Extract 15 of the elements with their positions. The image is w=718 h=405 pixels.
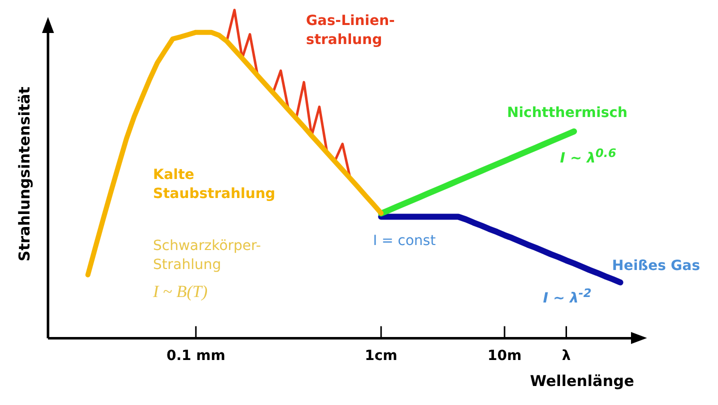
annotation: I ~ B(T) xyxy=(153,282,209,301)
x-tick-label: 10m xyxy=(488,348,522,364)
text: Gas-Linien-strahlung xyxy=(306,12,396,50)
annotation: I ~ λ$^{0.6}$ xyxy=(560,145,618,169)
annotation: I ~ λ$^{-2}$ xyxy=(543,285,592,309)
x-tick-label: λ xyxy=(562,348,571,364)
x-tick-label: 0.1 mm xyxy=(166,348,226,364)
x-tick-label: 1cm xyxy=(364,348,398,364)
annotation: Schwarzkörper-Strahlung xyxy=(153,237,262,275)
x-axis-title: Wellenlänge xyxy=(530,372,634,391)
series-label: Nichtthermisch xyxy=(507,104,629,123)
y-axis-title: Strahlungsintensität xyxy=(16,86,34,262)
text: Kalte Staubstrahlung xyxy=(153,166,276,204)
series-label: Heißes Gas xyxy=(612,257,702,276)
annotation: I = const xyxy=(373,232,437,251)
